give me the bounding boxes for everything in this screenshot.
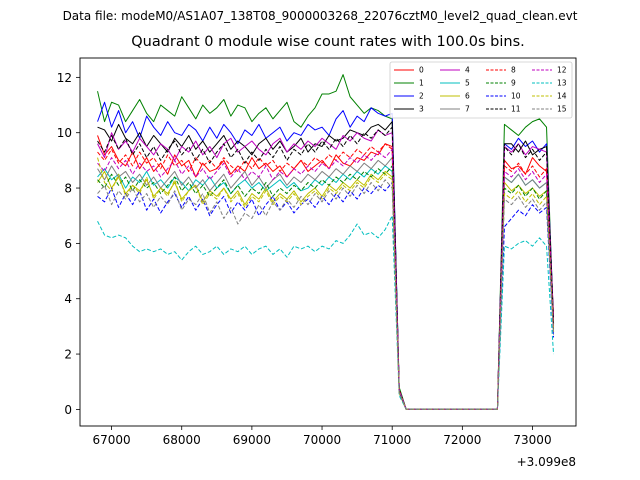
legend-box bbox=[389, 61, 573, 119]
legend-label-13: 13 bbox=[557, 79, 567, 88]
legend-label-7: 7 bbox=[465, 105, 470, 114]
series-line-7 bbox=[97, 157, 555, 410]
x-tick-label: 69000 bbox=[233, 433, 271, 447]
legend-label-1: 1 bbox=[419, 79, 424, 88]
x-tick-label: 72000 bbox=[443, 433, 481, 447]
series-line-10 bbox=[97, 182, 555, 410]
axes: 67000 68000 69000 70000 71000 72000 73000 0 2 4 6 8… bbox=[57, 57, 577, 469]
x-tick-label: 68000 bbox=[163, 433, 201, 447]
legend-label-14: 14 bbox=[557, 92, 567, 101]
chart-title: Quadrant 0 module wise count rates with … bbox=[131, 34, 525, 50]
series-line-13 bbox=[97, 215, 555, 410]
series-line-11 bbox=[97, 126, 555, 410]
series-line-12 bbox=[97, 148, 555, 410]
y-tick-label: 10 bbox=[57, 126, 72, 140]
y-tick-label: 6 bbox=[64, 237, 72, 251]
x-tick-label: 70000 bbox=[303, 433, 341, 447]
series-line-6 bbox=[97, 170, 555, 410]
legend-label-0: 0 bbox=[419, 66, 424, 75]
x-tick-label: 67000 bbox=[92, 433, 130, 447]
y-tick-label: 4 bbox=[64, 292, 72, 306]
series-line-14 bbox=[97, 157, 555, 410]
legend-label-8: 8 bbox=[511, 66, 516, 75]
y-tick-label: 12 bbox=[57, 71, 72, 85]
series-line-8 bbox=[97, 143, 555, 410]
legend-label-9: 9 bbox=[511, 79, 516, 88]
legend-label-2: 2 bbox=[419, 92, 424, 101]
figure-suptitle: Data file: modeM0/AS1A07_138T08_90000032… bbox=[62, 9, 578, 23]
legend-label-3: 3 bbox=[419, 105, 424, 114]
series-line-0 bbox=[97, 135, 555, 410]
legend-label-11: 11 bbox=[511, 105, 521, 114]
legend-label-15: 15 bbox=[557, 105, 567, 114]
x-tick-label: 71000 bbox=[373, 433, 411, 447]
legend-label-6: 6 bbox=[465, 92, 470, 101]
legend-label-5: 5 bbox=[465, 79, 470, 88]
plot-frame bbox=[79, 57, 577, 427]
y-tick-label: 2 bbox=[64, 348, 72, 362]
legend-label-12: 12 bbox=[557, 66, 567, 75]
y-tick-label: 0 bbox=[64, 403, 72, 417]
x-tick-label: 73000 bbox=[513, 433, 551, 447]
legend-label-4: 4 bbox=[465, 66, 470, 75]
series-lines bbox=[97, 74, 555, 410]
legend-label-10: 10 bbox=[511, 92, 521, 101]
x-offset-label: +3.099e8 bbox=[517, 455, 576, 469]
series-line-15 bbox=[97, 179, 555, 410]
y-tick-label: 8 bbox=[64, 182, 72, 196]
